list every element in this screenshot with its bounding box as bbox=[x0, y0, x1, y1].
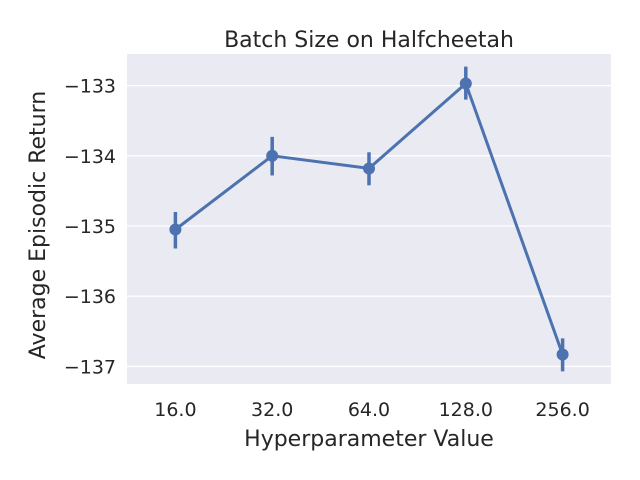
x-tick-label: 128.0 bbox=[439, 399, 493, 421]
y-tick-label: −136 bbox=[64, 286, 116, 308]
y-tick-label: −133 bbox=[64, 76, 116, 98]
y-tick-label: −137 bbox=[64, 356, 116, 378]
data-point bbox=[169, 223, 182, 236]
y-axis-label: Average Episodic Return bbox=[26, 91, 51, 359]
data-point bbox=[266, 149, 279, 162]
plot-area bbox=[127, 54, 611, 384]
y-tick-labels: −133 −134 −135 −136 −137 bbox=[64, 76, 116, 379]
gridlines bbox=[127, 84, 611, 368]
y-tick-label: −134 bbox=[64, 146, 116, 168]
x-axis-label: Hyperparameter Value bbox=[244, 427, 494, 452]
x-tick-label: 32.0 bbox=[251, 399, 293, 421]
y-tick-label: −135 bbox=[64, 216, 116, 238]
x-tick-label: 16.0 bbox=[154, 399, 196, 421]
data-points bbox=[169, 77, 569, 361]
x-tick-label: 64.0 bbox=[348, 399, 390, 421]
data-point bbox=[459, 77, 472, 90]
data-point bbox=[363, 162, 375, 175]
chart-title: Batch Size on Halfcheetah bbox=[224, 28, 514, 53]
x-tick-labels: 16.0 32.0 64.0 128.0 256.0 bbox=[154, 399, 590, 421]
data-point bbox=[556, 348, 569, 361]
x-tick-label: 256.0 bbox=[535, 399, 589, 421]
